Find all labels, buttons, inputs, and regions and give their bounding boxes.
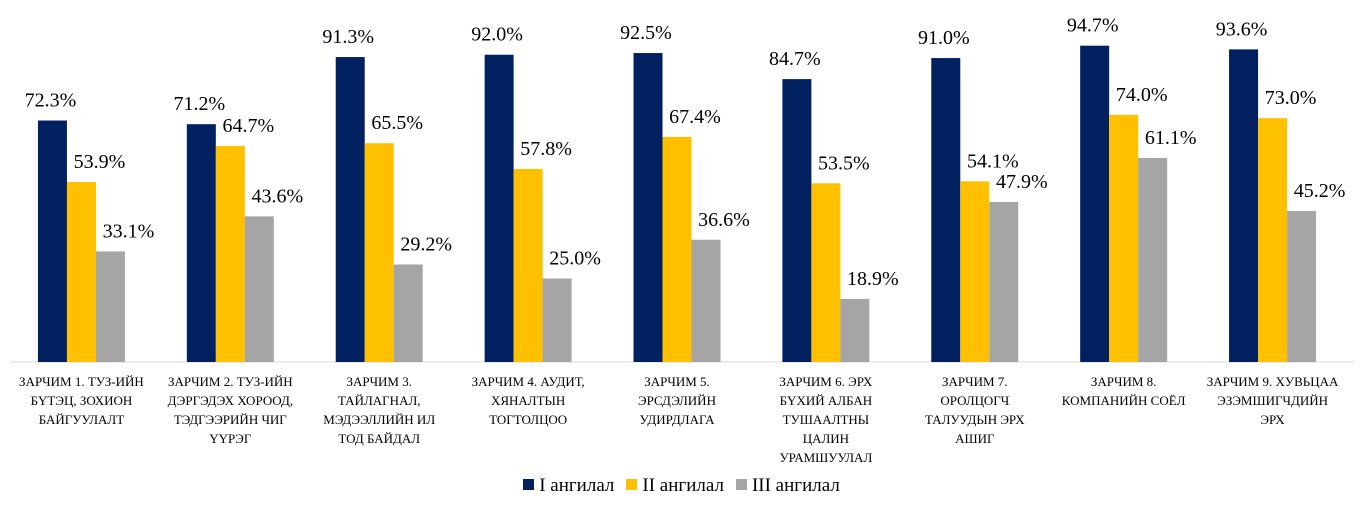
bar	[691, 239, 721, 362]
data-label: 84.7%	[769, 48, 821, 70]
bar	[662, 136, 692, 362]
data-label: 36.6%	[698, 209, 750, 231]
data-label: 57.8%	[520, 138, 572, 160]
legend-label: I ангилал	[539, 475, 615, 496]
legend: I ангилал II ангилал III ангилал	[0, 475, 1363, 497]
data-label: 93.6%	[1216, 18, 1268, 40]
x-tick-label: ЗАРЧИМ 6. ЭРХ БҮХИЙ АЛБАН ТУШААЛТНЫ ЦАЛИ…	[779, 374, 873, 465]
bar	[215, 145, 245, 362]
x-tick-label: ЗАРЧИМ 9. ХУВЬЦАА ЭЗЭМШИГЧДИЙН ЭРХ	[1206, 374, 1339, 427]
legend-label: II ангилал	[642, 475, 724, 496]
data-label: 64.7%	[222, 115, 274, 137]
bar	[542, 278, 572, 362]
data-label: 33.1%	[103, 220, 155, 242]
x-tick-label: ЗАРЧИМ 1. ТУЗ-ИЙН БҮТЭЦ, ЗОХИОН БАЙГУУЛА…	[19, 374, 144, 427]
bar	[1109, 114, 1139, 362]
data-label: 91.0%	[918, 27, 970, 49]
data-label: 67.4%	[669, 106, 721, 128]
data-label: 53.9%	[74, 151, 126, 173]
data-label: 91.3%	[322, 26, 374, 48]
bar	[484, 54, 514, 362]
bar	[364, 143, 394, 362]
bar	[811, 183, 841, 362]
bar	[1080, 45, 1110, 363]
data-label: 61.1%	[1145, 127, 1197, 149]
x-tick-label: ЗАРЧИМ 3. ТАЙЛАГНАЛ, МЭДЭЭЛЛИЙН ИЛ ТОД Б…	[323, 374, 436, 446]
bar	[1287, 211, 1317, 362]
bar	[1229, 49, 1259, 362]
bar	[244, 216, 274, 362]
bar	[633, 53, 663, 363]
bar	[840, 298, 870, 362]
legend-item: I ангилал	[523, 475, 614, 497]
bar	[513, 168, 543, 362]
bar	[393, 264, 423, 362]
bar	[960, 181, 990, 362]
data-label: 92.5%	[620, 22, 672, 44]
bar	[931, 58, 961, 363]
legend-label: III ангилал	[751, 475, 840, 496]
x-tick-label: ЗАРЧИМ 8. КОМПАНИЙН СОЁЛ	[1061, 374, 1186, 408]
bar	[66, 181, 96, 362]
bar	[989, 202, 1019, 362]
x-tick-label: ЗАРЧИМ 5. ЭРСДЭЛИЙН УДИРДЛАГА	[638, 374, 716, 427]
bar	[1258, 118, 1288, 363]
data-label: 53.5%	[818, 152, 870, 174]
bar	[782, 79, 812, 363]
data-label: 94.7%	[1067, 15, 1119, 37]
data-label: 29.2%	[400, 233, 452, 255]
data-label: 72.3%	[25, 90, 77, 112]
bar	[1138, 157, 1168, 362]
bar	[95, 251, 125, 362]
x-tick-label: ЗАРЧИМ 2. ТУЗ-ИЙН ДЭРГЭДЭХ ХОРООД, ТЭДГЭ…	[167, 374, 294, 446]
data-label: 71.2%	[173, 93, 225, 115]
legend-swatch	[523, 479, 535, 490]
legend-item: II ангилал	[626, 475, 724, 497]
data-label: 73.0%	[1265, 87, 1317, 109]
data-label: 65.5%	[371, 112, 423, 134]
x-tick-label: ЗАРЧИМ 4. АУДИТ, ХЯНАЛТЫН ТОГТОЛЦОО	[471, 374, 585, 427]
data-label: 18.9%	[847, 268, 899, 290]
data-label: 25.0%	[549, 248, 601, 270]
data-label: 47.9%	[996, 171, 1048, 193]
data-label: 54.1%	[967, 150, 1019, 172]
bar	[335, 57, 365, 363]
legend-swatch	[626, 479, 638, 490]
legend-swatch	[735, 479, 747, 490]
data-label: 92.0%	[471, 24, 523, 46]
x-tick-label: ЗАРЧИМ 7. ОРОЛЦОГЧ ТАЛУУДЫН ЭРХ АШИГ	[924, 374, 1025, 446]
data-label: 45.2%	[1294, 180, 1346, 202]
bar	[37, 120, 67, 362]
bar	[186, 124, 216, 362]
legend-item: III ангилал	[735, 475, 840, 497]
data-label: 74.0%	[1116, 84, 1168, 106]
data-label: 43.6%	[251, 185, 303, 207]
